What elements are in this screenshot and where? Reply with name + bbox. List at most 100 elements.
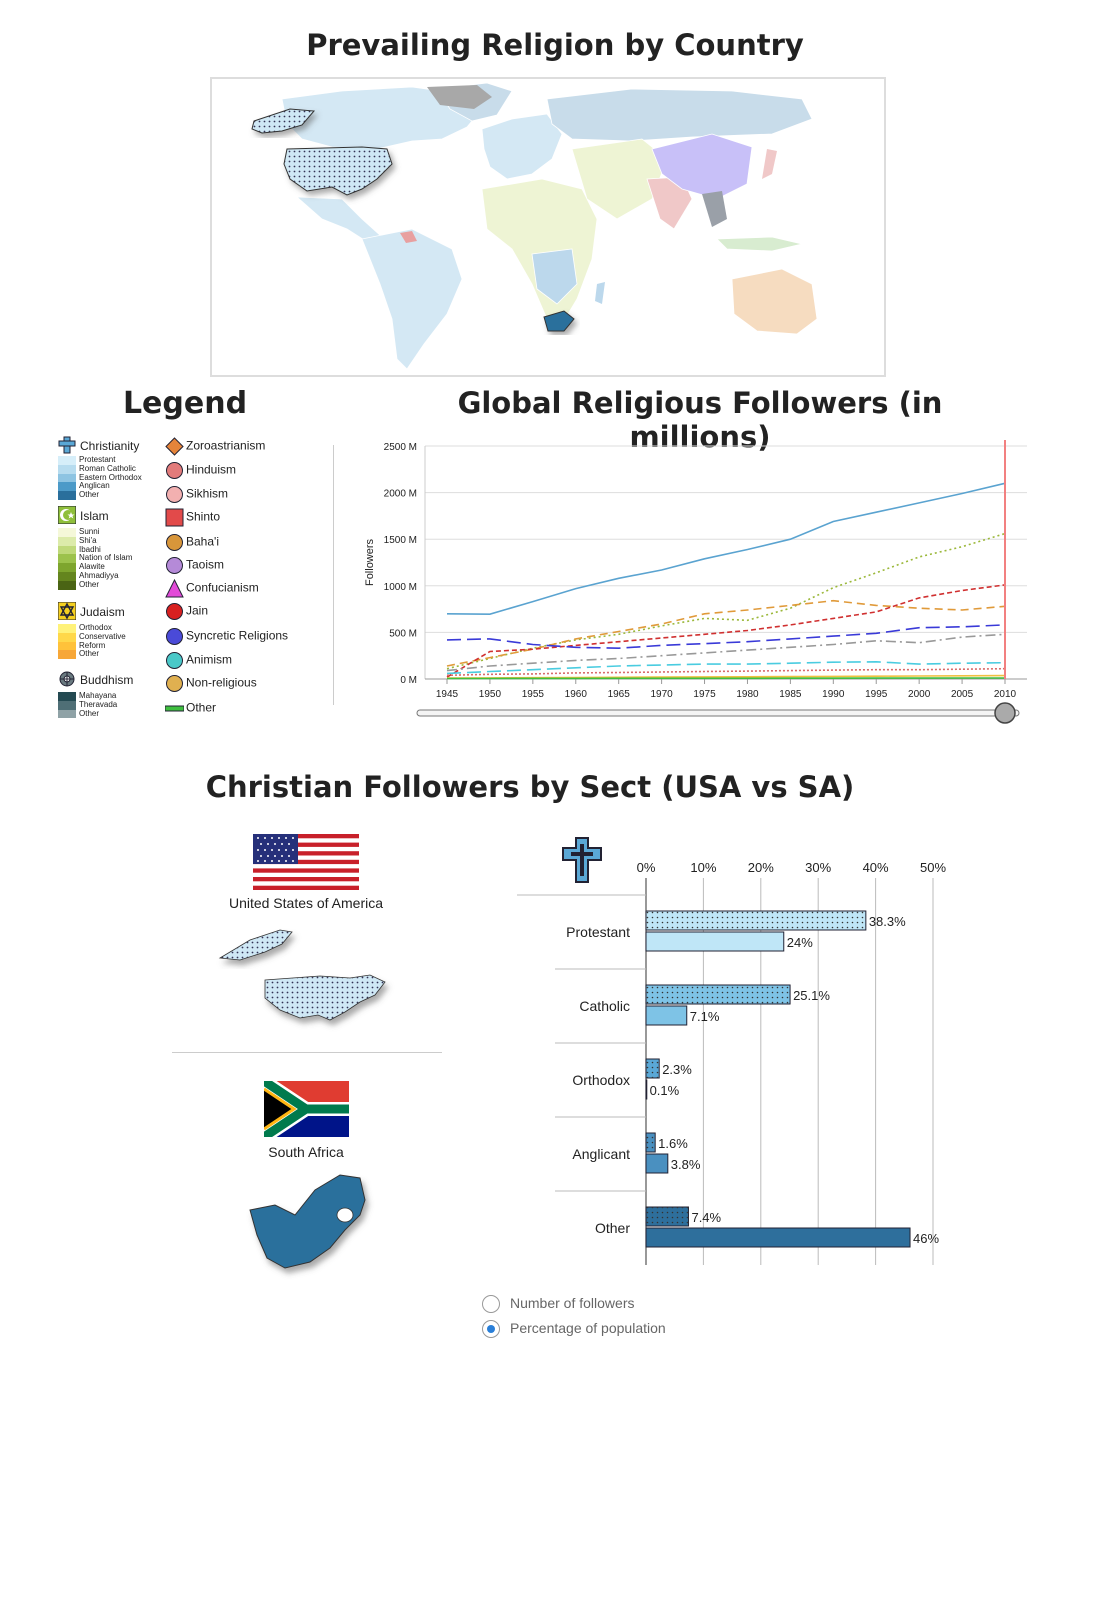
- data-label: 7.4%: [691, 1210, 721, 1225]
- map-region-scandinavia[interactable]: [427, 85, 492, 109]
- x-tick-label: 0%: [637, 860, 656, 875]
- legend-swatch: [58, 528, 76, 537]
- data-label: 2.3%: [662, 1062, 692, 1077]
- data-label: 25.1%: [793, 988, 830, 1003]
- bar-chart: 0% 10% 20% 30% 40% 50% Protestant 38.3% 24% Catho…: [517, 837, 946, 1265]
- map-region-indonesia[interactable]: [716, 236, 803, 252]
- yin-yang-icon: [166, 557, 183, 574]
- series-line: [446, 667, 1006, 677]
- map-region-middle-east[interactable]: [571, 138, 668, 220]
- y-tick-label: 500 M: [389, 628, 417, 639]
- series-line: [446, 633, 1006, 672]
- legend-swatch: [58, 456, 76, 465]
- x-tick-label: 1975: [693, 689, 716, 700]
- legend-item-sikhism[interactable]: Sikhism: [165, 485, 228, 504]
- y-tick-label: 1000 M: [384, 582, 417, 593]
- map-region-alaska[interactable]: [251, 108, 316, 134]
- bar-pattern: [646, 911, 866, 930]
- legend-swatch: [58, 641, 76, 651]
- map-region-se-asia[interactable]: [702, 191, 727, 227]
- legend-label: Baha'i: [186, 534, 219, 549]
- data-label: 0.1%: [650, 1083, 680, 1098]
- line-chart-title: Global Religious Followers (in millions): [457, 386, 943, 454]
- legend-label: Islam: [80, 509, 109, 523]
- legend-item-hinduism[interactable]: Hinduism: [165, 461, 236, 480]
- map-region-europe[interactable]: [481, 113, 563, 180]
- legend-item-confucianism[interactable]: Confucianism: [165, 578, 259, 598]
- map-region-russia[interactable]: [546, 88, 813, 142]
- series-line: [446, 584, 1006, 678]
- data-label: 46%: [913, 1231, 939, 1246]
- map-region-china[interactable]: [651, 133, 753, 200]
- y-axis-label: Followers: [364, 538, 376, 586]
- x-tick-label: 2010: [994, 689, 1017, 700]
- world-map[interactable]: [210, 77, 886, 377]
- radio-number-of-followers[interactable]: Number of followers: [482, 1295, 635, 1314]
- legend-item-non-religious[interactable]: Non-religious: [165, 674, 257, 693]
- data-label: 1.6%: [658, 1136, 688, 1151]
- legend-item-other[interactable]: Other: [164, 699, 216, 718]
- legend-swatch: [58, 563, 76, 572]
- category-label: Orthodox: [572, 1072, 630, 1088]
- legend-sublabel: Protestant: [79, 455, 116, 464]
- legend-swatch: [58, 624, 76, 633]
- map-region-australia[interactable]: [731, 268, 818, 335]
- faravahar-icon: [165, 437, 184, 456]
- legend-swatch: [58, 580, 76, 590]
- bar: [645, 1153, 669, 1174]
- map-region-south-africa[interactable]: [543, 310, 575, 332]
- x-tick-label: 50%: [920, 860, 946, 875]
- bar-chart-title: Christian Followers by Sect (USA vs SA): [205, 770, 855, 804]
- legend-label: Jain: [186, 603, 209, 618]
- map-region-canada[interactable]: [281, 86, 483, 150]
- legend-sublabel: Other: [79, 579, 100, 589]
- radio-percentage-of-population[interactable]: Percentage of population: [482, 1320, 666, 1339]
- map-region-central-africa[interactable]: [531, 248, 578, 305]
- category-label: Catholic: [579, 998, 630, 1014]
- legend-swatch: [58, 692, 76, 701]
- category-label: Anglicant: [572, 1146, 630, 1162]
- legend-item-shinto[interactable]: Shinto: [165, 508, 220, 527]
- map-region-japan[interactable]: [762, 149, 777, 179]
- legend-sublabel: Reform: [79, 640, 106, 650]
- legend-item-baha-i[interactable]: Baha'i: [165, 533, 219, 552]
- legend-sublabel: Eastern Orthodox: [79, 472, 142, 482]
- x-tick-label: 1970: [650, 689, 673, 700]
- legend-swatch: [58, 650, 76, 660]
- legend-swatch: [58, 473, 76, 483]
- legend-label: Buddhism: [80, 673, 134, 687]
- bar: [645, 1005, 688, 1026]
- legend-sublabel: Orthodox: [79, 623, 112, 632]
- map-region-madagascar[interactable]: [595, 282, 605, 304]
- legend-swatch: [58, 482, 76, 492]
- x-tick-label: 2005: [951, 689, 974, 700]
- radio-button[interactable]: [482, 1320, 500, 1339]
- map-region-usa[interactable]: [283, 146, 393, 196]
- x-tick-label: 20%: [748, 860, 774, 875]
- legend-sublabel: Anglican: [79, 481, 110, 491]
- legend-item-syncretic-religions[interactable]: Syncretic Religions: [165, 627, 288, 646]
- series-line: [446, 482, 1006, 616]
- map-region-south-america[interactable]: [361, 228, 463, 370]
- year-slider-handle[interactable]: [994, 702, 1016, 724]
- legend-divider: [333, 445, 334, 705]
- legend-sublabel: Alawite: [79, 562, 105, 572]
- legend-swatch: [58, 464, 76, 474]
- legend-item-animism[interactable]: Animism: [165, 651, 232, 670]
- year-slider-track[interactable]: [416, 709, 1020, 717]
- legend-item-taoism[interactable]: Taoism: [165, 556, 224, 575]
- legend-sublabel: Mahayana: [79, 691, 117, 700]
- data-label: 38.3%: [869, 914, 906, 929]
- legend-item-jain[interactable]: Jain: [165, 602, 208, 621]
- legend-swatch: [58, 700, 76, 710]
- line-chart[interactable]: 0 M 500 M 1000 M 1500 M 2000 M 2500 M 1945 1950…: [355, 430, 1055, 730]
- bar: [645, 1079, 648, 1100]
- south-africa-label: South Africa: [268, 1144, 344, 1160]
- radio-button[interactable]: [482, 1295, 500, 1314]
- map-region-africa[interactable]: [481, 178, 598, 325]
- legend-item-zoroastrianism[interactable]: Zoroastrianism: [165, 437, 265, 456]
- legend-label: Christianity: [80, 439, 140, 453]
- legend-label: Hinduism: [186, 462, 237, 477]
- map-region-guiana[interactable]: [400, 231, 417, 243]
- question-mark-icon: [166, 675, 183, 692]
